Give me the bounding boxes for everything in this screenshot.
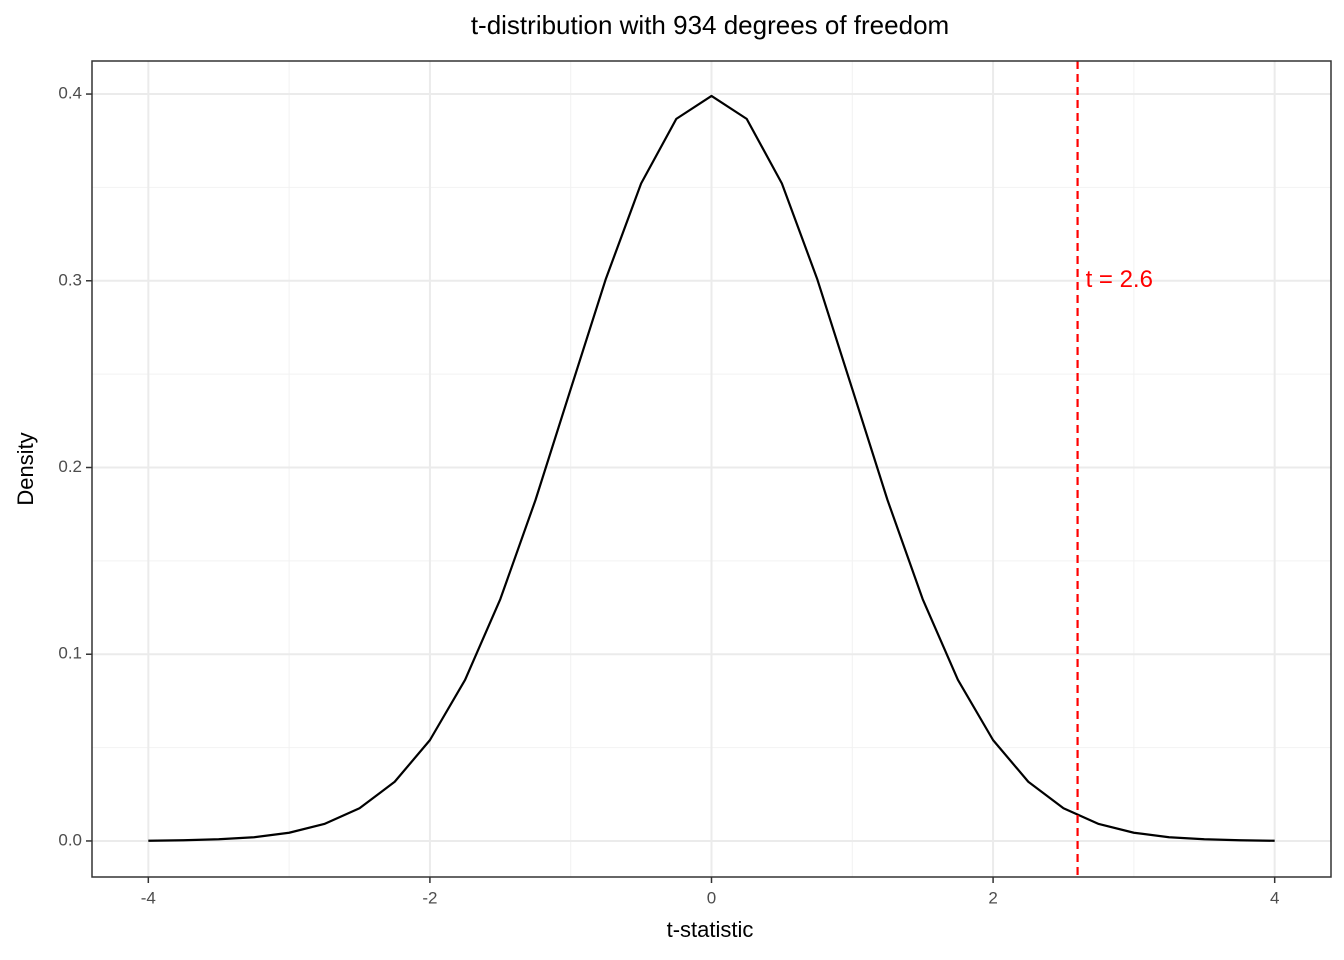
annotation: t = 2.6 (1086, 266, 1153, 293)
chart-title: t-distribution with 934 degrees of freed… (471, 10, 949, 40)
panel-border (91, 60, 1332, 878)
density-line (148, 94, 1275, 842)
x-tick-label: 0 (707, 888, 716, 907)
x-tick-label: -2 (422, 888, 437, 907)
y-tick-label: 0.4 (58, 84, 82, 103)
x-tick-label: -4 (141, 888, 156, 907)
y-tick-label: 0.1 (58, 644, 82, 663)
y-tick-label: 0.0 (58, 830, 82, 849)
y-tick-label: 0.3 (58, 270, 82, 289)
x-axis-label: t-statistic (667, 917, 754, 942)
x-tick-label: 4 (1270, 888, 1279, 907)
y-axis-label: Density (13, 432, 38, 505)
x-tick-label: 2 (988, 888, 997, 907)
y-tick-label: 0.2 (58, 457, 82, 476)
